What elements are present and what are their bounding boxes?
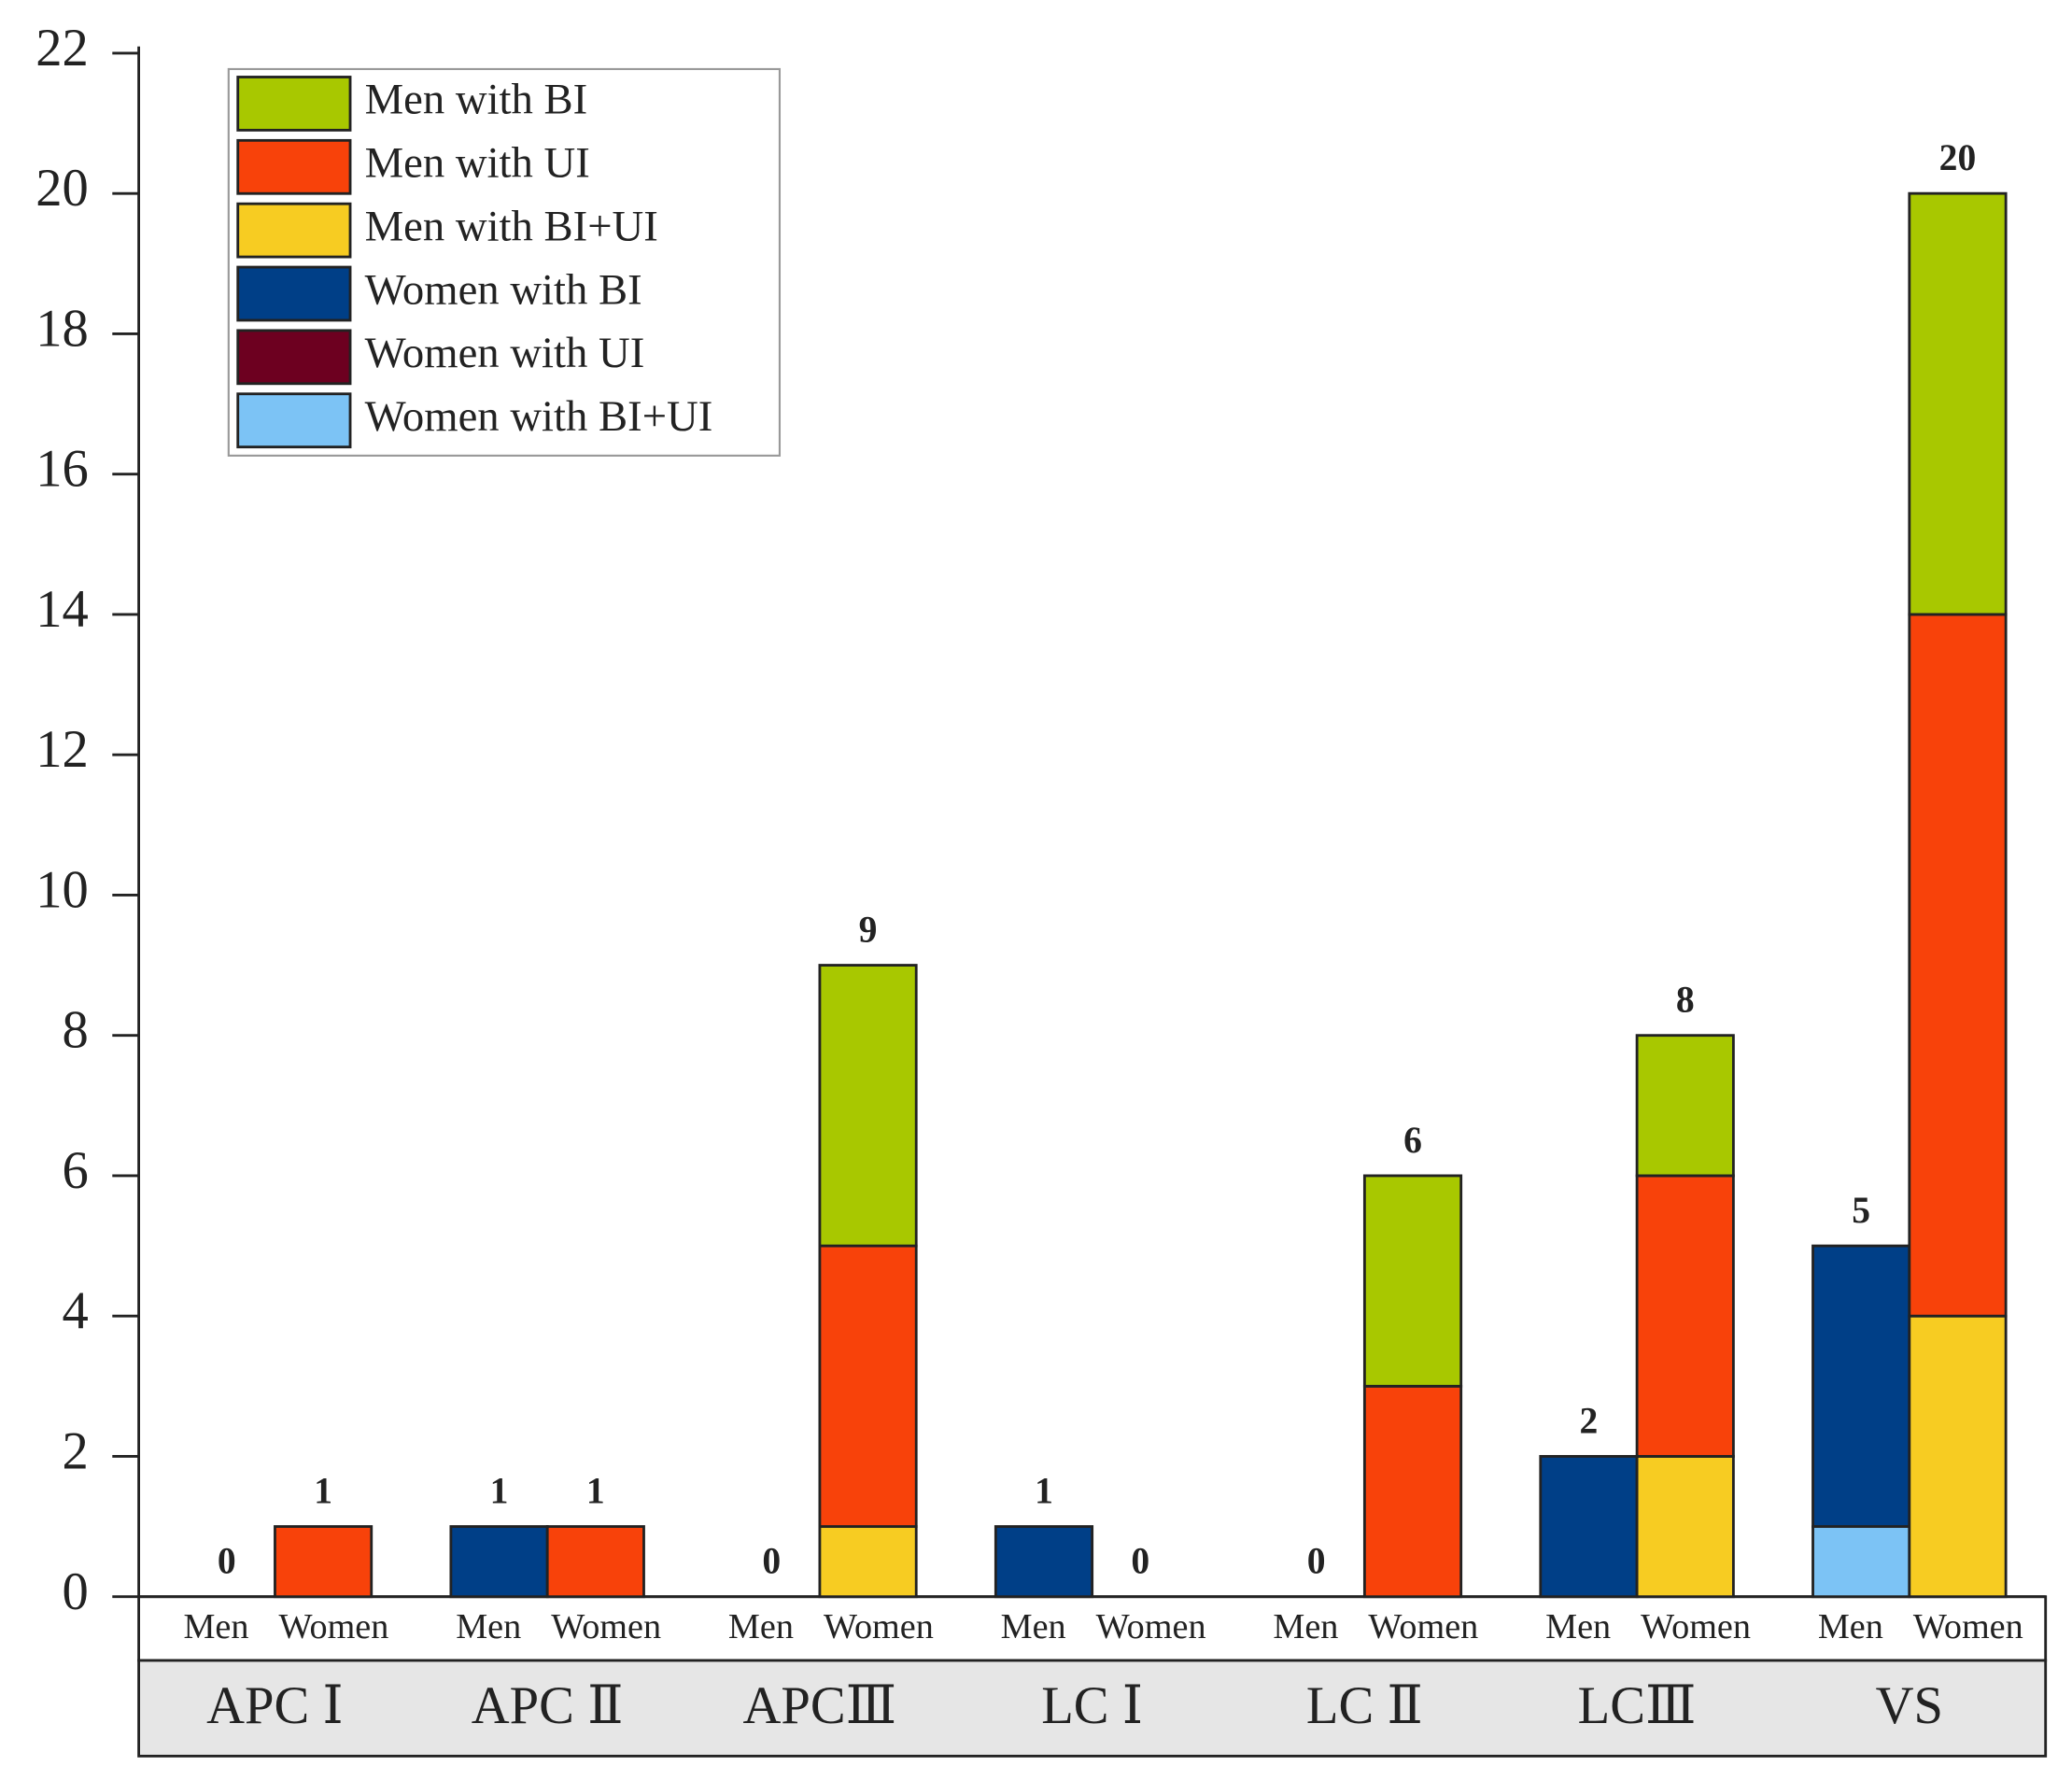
legend-swatch <box>236 202 352 259</box>
y-tick-label: 20 <box>35 159 89 218</box>
subcategory-label: Women <box>551 1607 661 1646</box>
y-tick-label: 12 <box>35 720 89 779</box>
y-tick-label: 2 <box>63 1421 89 1480</box>
legend-swatch <box>236 392 352 449</box>
legend-swatch <box>236 265 352 322</box>
subcategory-label: Women <box>1096 1607 1206 1646</box>
bar-segment <box>1635 1174 1735 1458</box>
bar-segment <box>449 1525 549 1599</box>
total-label: 1 <box>1035 1470 1053 1511</box>
total-label: 0 <box>1307 1541 1326 1582</box>
bar-segment <box>1908 191 2008 616</box>
legend-box <box>227 67 782 457</box>
subcategory-label: Women <box>1641 1607 1751 1646</box>
category-label: APC Ⅱ <box>472 1676 624 1735</box>
bar-segment <box>1362 1384 1463 1599</box>
category-band <box>137 1659 2048 1758</box>
y-tick-label: 4 <box>63 1281 89 1340</box>
total-label: 0 <box>762 1541 781 1582</box>
y-tick-label: 22 <box>35 19 89 78</box>
subcategory-label: Men <box>456 1607 521 1646</box>
bar-segment <box>1811 1525 1911 1599</box>
subcategory-band <box>137 1595 2048 1662</box>
bar-segment <box>1811 1244 1911 1529</box>
bar-segment <box>994 1525 1094 1599</box>
category-label: APCⅢ <box>743 1676 897 1735</box>
total-label: 0 <box>1131 1541 1149 1582</box>
legend-swatch <box>236 138 352 195</box>
total-label: 1 <box>586 1470 605 1511</box>
bar-segment <box>818 1525 918 1599</box>
y-tick-label: 16 <box>35 440 89 499</box>
legend-label: Men with BI <box>365 76 588 124</box>
subcategory-label: Men <box>728 1607 794 1646</box>
legend-label: Women with UI <box>365 329 645 377</box>
category-label: LC Ⅱ <box>1306 1676 1423 1735</box>
subcategory-label: Women <box>824 1607 934 1646</box>
bar-segment <box>1908 613 2008 1318</box>
bar-segment <box>1362 1174 1463 1388</box>
y-tick-label: 14 <box>35 580 89 639</box>
subcategory-label: Men <box>1545 1607 1611 1646</box>
legend-swatch <box>236 76 352 132</box>
bar-segment <box>818 1244 918 1529</box>
y-tick-label: 10 <box>35 860 89 919</box>
y-tick-label: 0 <box>63 1562 89 1621</box>
bar-segment <box>1539 1455 1639 1599</box>
total-label: 2 <box>1580 1400 1599 1441</box>
subcategory-label: Men <box>1001 1607 1066 1646</box>
total-label: 0 <box>218 1541 236 1582</box>
bar-segment <box>818 964 918 1248</box>
total-label: 1 <box>314 1470 332 1511</box>
total-label: 8 <box>1676 980 1695 1021</box>
total-label: 20 <box>1939 137 1977 178</box>
bar-segment <box>545 1525 645 1599</box>
subcategory-label: Women <box>1368 1607 1478 1646</box>
bar-segment <box>1908 1314 2008 1599</box>
y-tick-label: 6 <box>63 1141 89 1200</box>
legend-label: Women with BI <box>365 265 642 314</box>
subcategory-label: Women <box>1913 1607 2023 1646</box>
subcategory-label: Men <box>1818 1607 1883 1646</box>
legend-swatch <box>236 329 352 386</box>
total-label: 1 <box>490 1470 509 1511</box>
bar-segment <box>1635 1455 1735 1599</box>
total-label: 6 <box>1403 1120 1422 1161</box>
category-label: APC Ⅰ <box>206 1676 344 1735</box>
legend-label: Men with UI <box>365 138 590 187</box>
subcategory-label: Men <box>1273 1607 1338 1646</box>
legend-label: Men with BI+UI <box>365 202 658 250</box>
legend-label: Women with BI+UI <box>365 392 713 441</box>
bar-segment <box>1635 1034 1735 1178</box>
category-label: LC Ⅰ <box>1041 1676 1143 1735</box>
bar-segment <box>274 1525 374 1599</box>
total-label: 5 <box>1852 1190 1870 1231</box>
y-tick-label: 18 <box>35 299 89 358</box>
subcategory-label: Women <box>278 1607 388 1646</box>
total-label: 9 <box>859 909 878 950</box>
category-label: VS <box>1876 1676 1943 1735</box>
y-tick-label: 8 <box>63 1001 89 1060</box>
subcategory-label: Men <box>183 1607 248 1646</box>
category-label: LCⅢ <box>1578 1676 1697 1735</box>
